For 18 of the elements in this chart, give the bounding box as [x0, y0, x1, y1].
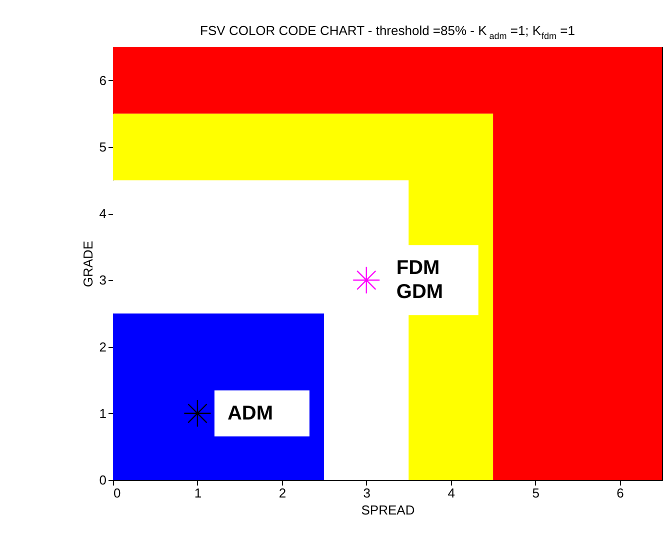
y-tick-label: 4 [99, 206, 106, 222]
x-tick-label: 6 [616, 486, 624, 500]
annotation: FDM GDM [396, 257, 444, 304]
y-tick-label: 0 [99, 472, 106, 488]
y-tick-label: 3 [99, 272, 106, 288]
x-tick-label: 2 [278, 486, 286, 500]
x-tick-label: 5 [532, 486, 540, 500]
x-tick-label: 4 [448, 486, 455, 500]
x-axis-title: SPREAD [361, 502, 415, 518]
annotation: ADM [227, 402, 274, 424]
y-tick-label: 1 [99, 406, 106, 421]
y-tick-label: 5 [99, 139, 106, 154]
y-tick-label: 6 [99, 72, 106, 88]
y-tick-label: 2 [99, 339, 106, 354]
x-tick-label: 1 [194, 486, 202, 500]
y-axis-title: GRADE [80, 240, 96, 288]
x-tick-label: 3 [363, 486, 370, 500]
x-tick-label: 0 [114, 486, 121, 500]
